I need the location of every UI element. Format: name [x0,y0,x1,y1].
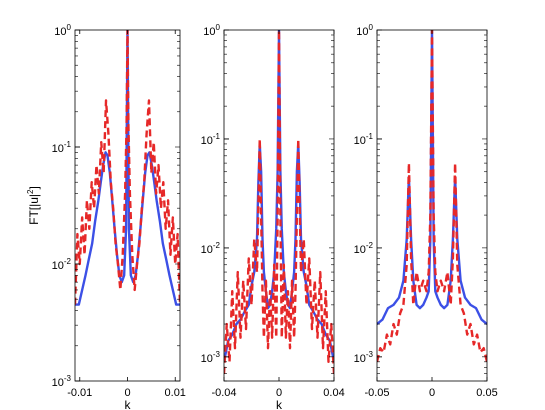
y-tick-exponent: 0 [369,23,374,32]
y-tick-label: 10-3 [52,374,72,389]
y-tick-label: 10-2 [201,241,221,256]
y-tick-base: 10 [52,377,64,389]
series-line-solid [224,30,334,363]
y-tick-label: 10-2 [52,257,72,272]
y-tick-exponent: -1 [64,140,72,149]
y-tick-exponent: -3 [213,350,221,359]
y-tick-base: 10 [356,26,368,38]
y-tick-label: 100 [203,23,220,38]
x-tick-label: -0.05 [364,387,389,399]
x-axis-label: k [125,398,132,410]
y-tick-exponent: 0 [216,23,221,32]
y-tick-label: 10-3 [354,350,374,365]
y-tick-label: 100 [356,23,373,38]
y-tick-base: 10 [54,26,66,38]
x-tick-label: 0 [429,387,435,399]
y-tick-base: 10 [52,143,64,155]
y-tick-exponent: -2 [64,257,72,266]
x-axis-label: k [276,398,283,410]
y-tick-base: 10 [201,353,213,365]
y-tick-label: 10-2 [354,241,374,256]
y-tick-label: 10-1 [201,132,221,147]
x-tick-label: 0 [124,387,130,399]
y-tick-label: 10-1 [354,132,374,147]
y-axis-label: FT[|u|2] [26,186,41,225]
x-tick-label: 0.01 [165,387,186,399]
y-tick-label: 10-3 [201,350,221,365]
series-line-dashed [224,30,334,374]
x-tick-label: 0 [276,387,282,399]
y-tick-label: 100 [54,23,71,38]
x-tick-label: 0.04 [323,387,344,399]
series-line-solid [75,30,180,306]
y-tick-base: 10 [354,353,366,365]
y-axis-label-sup: 2 [26,189,35,194]
y-tick-base: 10 [52,260,64,272]
y-axis-label-main: FT[|u| [27,194,41,225]
y-tick-base: 10 [354,244,366,256]
x-tick-label: 0.05 [476,387,497,399]
y-tick-base: 10 [203,26,215,38]
y-tick-exponent: -1 [213,132,221,141]
series-line-solid [377,30,487,325]
series-line-dashed [75,30,180,305]
y-tick-exponent: -2 [366,241,374,250]
y-tick-exponent: 0 [67,23,72,32]
x-tick-label: -0.04 [211,387,236,399]
y-axis-label-tail: ] [27,186,41,189]
y-tick-exponent: -3 [366,350,374,359]
y-tick-base: 10 [201,135,213,147]
y-tick-exponent: -1 [366,132,374,141]
y-tick-exponent: -3 [64,374,72,383]
y-tick-base: 10 [201,244,213,256]
x-tick-label: -0.01 [67,387,92,399]
y-tick-exponent: -2 [213,241,221,250]
y-tick-label: 10-1 [52,140,72,155]
y-tick-base: 10 [354,135,366,147]
